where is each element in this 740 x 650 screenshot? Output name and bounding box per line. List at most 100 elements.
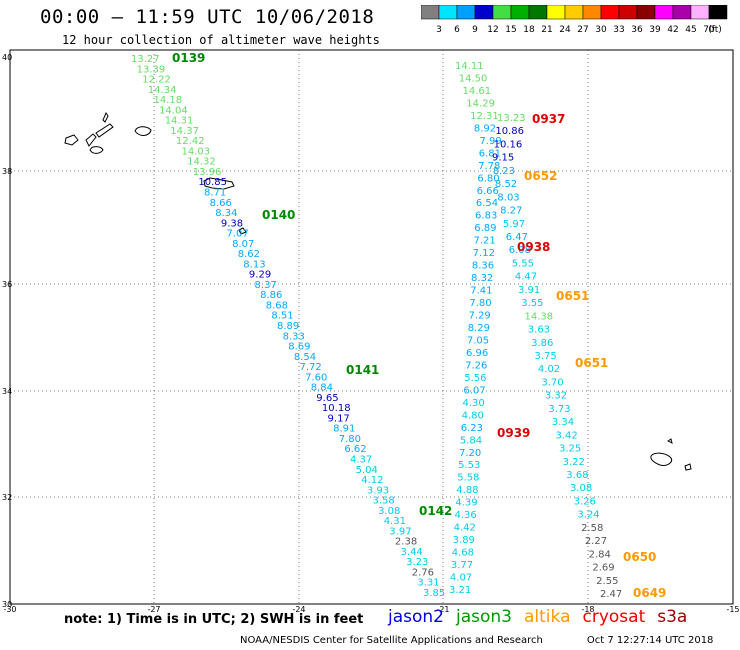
swh-value: 2.38 — [395, 537, 417, 548]
swh-value: 8.32 — [471, 273, 493, 284]
legend-tick-label: 12 — [487, 25, 498, 35]
swh-value: 7.99 — [479, 136, 501, 147]
pass-time-label: 0651 — [556, 289, 589, 303]
swh-value: 3.08 — [378, 506, 400, 517]
swh-value: 8.54 — [294, 352, 316, 363]
swh-value: 6.80 — [477, 173, 499, 184]
legend-tick-label: 36 — [631, 25, 643, 35]
generated-timestamp: Oct 7 12:27:14 UTC 2018 — [586, 635, 714, 646]
swh-value: 4.68 — [452, 548, 474, 559]
island-outline — [95, 123, 114, 138]
map-subtitle: 12 hour collection of altimeter wave hei… — [62, 33, 380, 47]
swh-value: 4.47 — [515, 272, 537, 283]
swh-value: 2.58 — [581, 523, 603, 534]
legend-tick-label: 27 — [577, 25, 588, 35]
swh-value: 3.68 — [566, 470, 588, 481]
legend-tick-label: 21 — [541, 25, 552, 35]
pass-time-label: 0939 — [497, 426, 530, 440]
legend-tick-label: 70 — [703, 25, 715, 35]
swh-value: 7.78 — [478, 161, 500, 172]
swh-value: 6.07 — [463, 385, 485, 396]
swh-value: 3.97 — [389, 526, 411, 537]
lat-label: 36 — [2, 280, 12, 289]
swh-value: 2.47 — [600, 589, 622, 600]
swh-value: 9.15 — [492, 153, 514, 164]
swh-value: 14.29 — [466, 98, 495, 109]
swh-value: 2.55 — [596, 576, 618, 587]
swh-value: 2.76 — [412, 567, 434, 578]
swh-value: 3.63 — [528, 325, 550, 336]
island-outline — [89, 146, 104, 154]
swh-value: 7.80 — [339, 434, 361, 445]
swh-value: 7.41 — [470, 286, 492, 297]
pass-time-label: 0649 — [633, 586, 666, 600]
swh-value: 3.73 — [548, 404, 570, 415]
swh-value: 3.89 — [453, 535, 475, 546]
swh-value: 4.80 — [462, 410, 484, 421]
legend-tick-label: 24 — [559, 25, 571, 35]
swh-value: 13.96 — [193, 167, 222, 178]
swh-value: 5.58 — [457, 473, 479, 484]
swh-value: 10.16 — [494, 139, 523, 150]
swh-value: 6.83 — [475, 211, 497, 222]
swh-value: 14.50 — [459, 73, 488, 84]
swh-value: 8.68 — [266, 300, 288, 311]
legend-tick-label: 33 — [613, 25, 624, 35]
swh-value: 4.31 — [384, 516, 406, 527]
legend-tick-label: 9 — [472, 25, 478, 35]
swh-value: 14.34 — [148, 85, 177, 96]
lat-label: 38 — [2, 167, 12, 176]
swh-value: 14.04 — [159, 105, 188, 116]
swh-value: 14.31 — [165, 116, 194, 127]
satellite-jason3: jason3 — [456, 607, 512, 627]
island-outline — [102, 111, 109, 123]
pass-time-label: 0650 — [623, 550, 656, 564]
swh-value: 8.03 — [497, 192, 519, 203]
pass-time-label: 0652 — [524, 169, 557, 183]
pass-time-label: 0141 — [346, 363, 379, 377]
swh-value: 3.93 — [367, 485, 389, 496]
swh-value: 8.07 — [232, 239, 254, 250]
swh-value: 12.42 — [176, 136, 205, 147]
swh-value: 3.85 — [423, 588, 445, 599]
lon-label: -18 — [581, 605, 594, 614]
lat-label: 34 — [2, 387, 12, 396]
swh-value: 5.04 — [356, 465, 378, 476]
swh-value: 8.91 — [333, 424, 355, 435]
pass-time-label: 0651 — [575, 356, 608, 370]
swh-value: 6.47 — [506, 232, 528, 243]
swh-value: 3.32 — [545, 391, 567, 402]
swh-value: 4.37 — [350, 455, 372, 466]
swh-value: 4.30 — [463, 398, 485, 409]
swh-value: 5.84 — [460, 435, 482, 446]
legend-tick-label: 39 — [649, 25, 661, 35]
swh-value: 9.17 — [328, 413, 350, 424]
swh-value: 14.37 — [170, 126, 199, 137]
island-outline — [238, 227, 247, 235]
swh-value: 14.11 — [455, 61, 484, 72]
swh-value: 10.85 — [198, 177, 227, 188]
pass-time-label: 0140 — [262, 208, 295, 222]
swh-value: 3.44 — [401, 547, 423, 558]
swh-value: 12.31 — [470, 111, 499, 122]
swh-value: 14.32 — [187, 157, 216, 168]
swh-value: 3.08 — [570, 483, 592, 494]
swh-value: 7.12 — [473, 248, 495, 259]
swh-value: 14.03 — [182, 146, 211, 157]
swh-value: 5.55 — [512, 258, 534, 269]
satellite-legend: jason2 jason3 altika cryosat s3a — [388, 607, 699, 627]
swh-value: 5.56 — [464, 373, 486, 384]
swh-value: 3.23 — [406, 557, 428, 568]
credit-line: NOAA/NESDIS Center for Satellite Applica… — [240, 635, 713, 646]
legend-swatch — [708, 5, 728, 20]
lon-label: -15 — [726, 605, 739, 614]
swh-value: 4.88 — [456, 485, 478, 496]
swh-value: 6.89 — [474, 223, 496, 234]
swh-value: 8.69 — [288, 342, 310, 353]
legend-tick-label: 45 — [685, 25, 696, 35]
legend-tick-label: 15 — [505, 25, 516, 35]
swh-value: 6.96 — [466, 348, 488, 359]
island-outline — [64, 134, 79, 146]
swh-value: 6.23 — [461, 423, 483, 434]
swh-value: 3.86 — [531, 338, 553, 349]
